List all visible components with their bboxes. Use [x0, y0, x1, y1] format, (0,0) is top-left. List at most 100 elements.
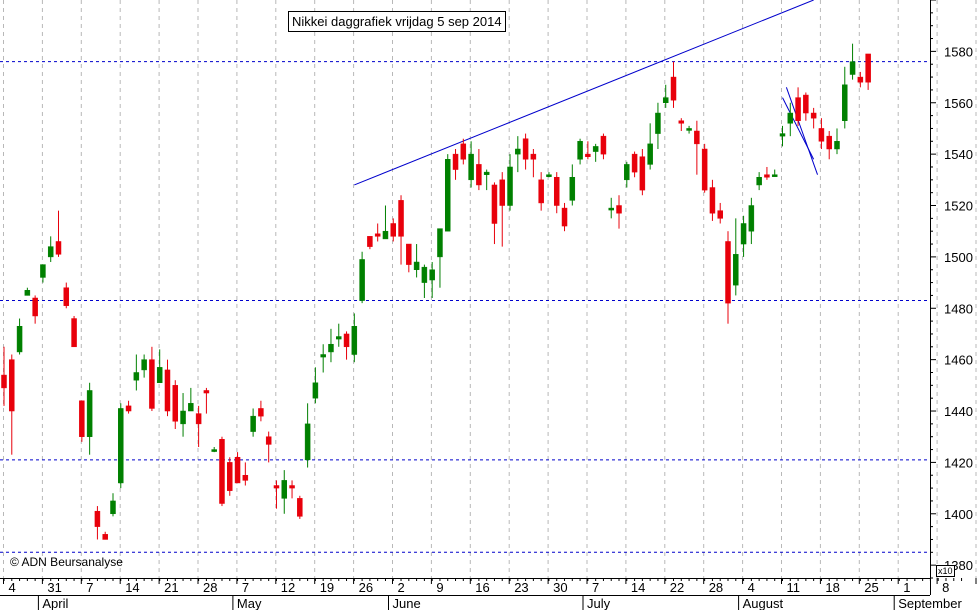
candle [374, 223, 381, 242]
x-tick-label: 19 [320, 580, 334, 595]
candle [156, 349, 163, 384]
candle-body [289, 485, 295, 489]
month-label: April [42, 596, 68, 610]
candle [110, 493, 116, 517]
candle-body [701, 148, 708, 191]
candle [289, 480, 295, 499]
candle-body [312, 382, 319, 399]
candle [32, 295, 38, 324]
candle [351, 313, 358, 363]
candle-body [79, 400, 85, 437]
candle-body [343, 333, 350, 348]
candle-body [662, 97, 669, 104]
candle [304, 403, 311, 468]
candle [795, 87, 801, 126]
candle-body [382, 230, 389, 240]
x-tick-label: 22 [670, 580, 684, 595]
candlesticks [1, 43, 871, 540]
candle-body [336, 336, 342, 340]
candle-body [849, 61, 856, 75]
candle-body [631, 153, 638, 173]
y-tick-label: 1540 [944, 147, 973, 162]
candle [771, 169, 778, 177]
y-tick-label: 1520 [944, 199, 973, 214]
candle-body [374, 233, 381, 237]
candle-body [756, 177, 762, 186]
candle-body [164, 369, 171, 412]
candle [382, 205, 389, 240]
candle [538, 172, 544, 211]
candle [211, 446, 217, 453]
x-tick-label: 4 [9, 580, 16, 595]
x-tick-label: 2 [398, 580, 405, 595]
candle [273, 480, 280, 509]
candle-body [842, 84, 848, 121]
candle-body [810, 112, 817, 119]
candle [359, 251, 365, 304]
y-tick-label: 1580 [944, 44, 973, 59]
candle-body [865, 53, 871, 83]
candle [390, 218, 396, 242]
candle-body [55, 241, 62, 255]
candle [133, 354, 140, 391]
candle [16, 318, 23, 355]
candle-body [834, 141, 840, 150]
candle-body [725, 241, 731, 304]
candle-body [476, 164, 482, 186]
month-label: May [237, 596, 262, 610]
candle-body [748, 205, 755, 232]
candle-body [172, 385, 179, 422]
candle [678, 118, 685, 132]
candle-body [460, 143, 467, 160]
candle [406, 243, 412, 273]
candle [343, 331, 350, 360]
candle-body [740, 223, 747, 245]
candle-body [857, 76, 864, 83]
candle [842, 66, 848, 129]
candle [47, 236, 54, 263]
candle-body [390, 223, 396, 237]
copyright-text: © ADN Beursanalyse [10, 555, 123, 569]
candle [125, 400, 132, 414]
candle-body [258, 408, 264, 417]
trendlines [354, 0, 819, 186]
candle-body [616, 205, 622, 214]
candle [444, 154, 451, 232]
candle-body [16, 325, 23, 353]
candle [670, 61, 677, 108]
candle-body [624, 164, 630, 181]
candle [546, 172, 552, 178]
month-label: June [393, 596, 421, 610]
candle-body [195, 413, 202, 425]
candle [522, 133, 529, 170]
candle [71, 315, 77, 348]
candle [600, 133, 607, 160]
candle [849, 43, 856, 80]
candle [149, 346, 155, 412]
candle [40, 264, 46, 283]
y-tick-label: 1420 [944, 455, 973, 470]
candle-body [678, 120, 685, 124]
candle [102, 531, 108, 540]
candle [647, 123, 653, 170]
y-tick-label: 1500 [944, 250, 973, 265]
candle-body [149, 359, 155, 409]
candle [779, 125, 786, 147]
candle-body [452, 153, 459, 170]
candle-body [297, 498, 303, 517]
candle [701, 143, 708, 193]
candle [281, 470, 288, 514]
candle [452, 148, 459, 180]
candle-body [592, 146, 599, 152]
candle-body [553, 177, 560, 206]
candle [172, 380, 179, 430]
candle-body [328, 343, 334, 353]
candle [219, 436, 225, 507]
candle [188, 387, 194, 412]
candle-body [281, 480, 288, 499]
candle [328, 328, 334, 363]
candle-body [47, 246, 54, 258]
candle [9, 354, 15, 455]
candle [476, 148, 482, 191]
